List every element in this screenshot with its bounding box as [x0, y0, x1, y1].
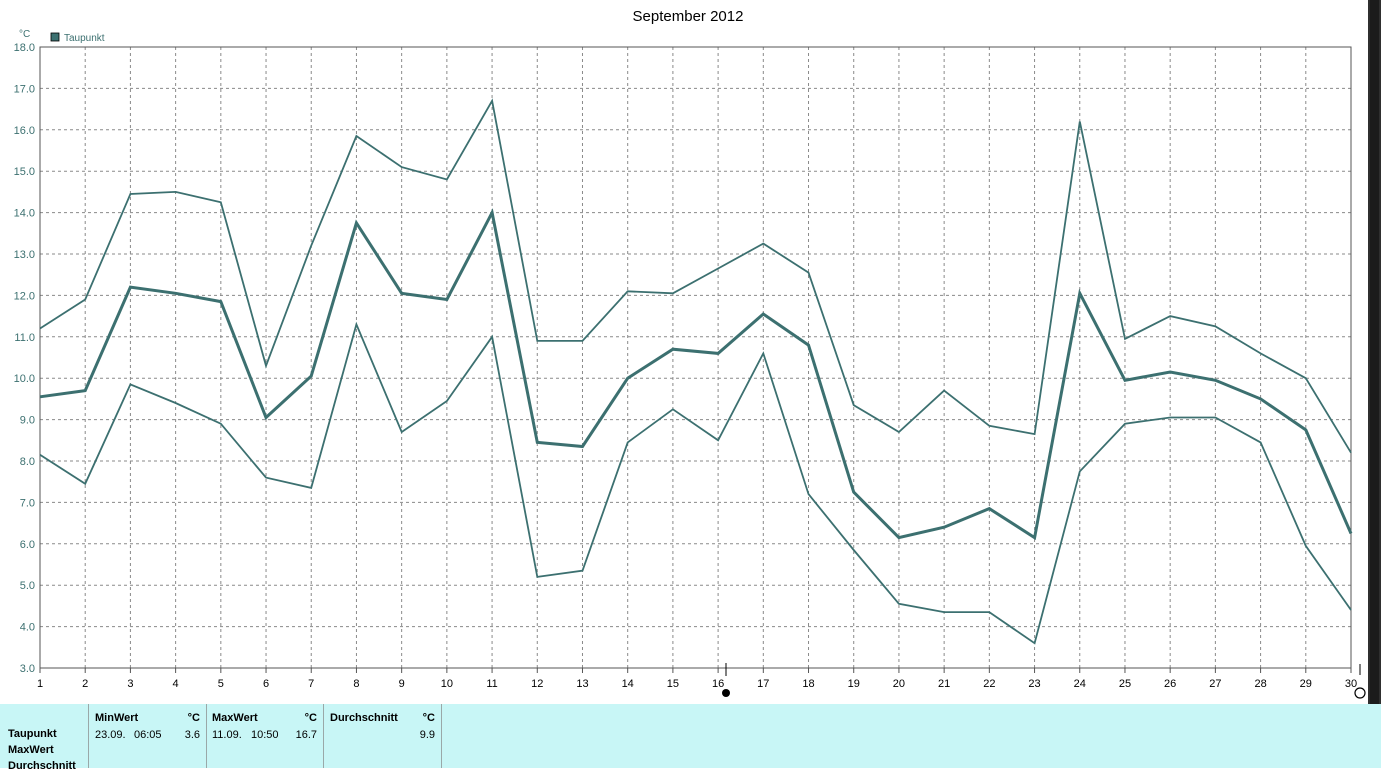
y-tick-label: 10.0: [14, 373, 35, 385]
y-tick-label: 12.0: [14, 290, 35, 302]
x-tick-label: 8: [353, 678, 359, 690]
x-tick-label: 20: [893, 678, 905, 690]
x-tick-label: 13: [576, 678, 588, 690]
left-marker-handle[interactable]: [722, 689, 730, 697]
y-tick-label: 18.0: [14, 42, 35, 54]
y-tick-label: 8.0: [20, 456, 35, 468]
x-tick-label: 6: [263, 678, 269, 690]
y-tick-label: 17.0: [14, 83, 35, 95]
min-date: 23.09.: [95, 729, 126, 741]
x-tick-label: 7: [308, 678, 314, 690]
row-label-maxwert: MaxWert: [8, 744, 54, 756]
statistics-table: Taupunkt MaxWert Durchschnitt MinWert °C…: [0, 704, 1381, 772]
y-tick-label: 7.0: [20, 497, 35, 509]
x-tick-label: 18: [802, 678, 814, 690]
series-line-min: [39, 321, 1352, 645]
avg-column: Durchschnitt °C 9.9: [324, 704, 442, 768]
x-tick-label: 9: [399, 678, 405, 690]
scroll-markers[interactable]: [722, 663, 1366, 699]
x-tick-label: 17: [757, 678, 769, 690]
min-unit: °C: [187, 712, 200, 724]
x-tick-label: 29: [1300, 678, 1312, 690]
x-tick-label: 1: [37, 678, 43, 690]
y-tick-labels: 3.0 4.0 5.0 6.0 7.0 8.0 9.0 10.0 11.0 12.0 13.0 14.…: [14, 42, 35, 675]
dewpoint-chart: September 2012 °C Taupunkt 3.0 4.0 5.0 6.0 7…: [14, 8, 1366, 699]
max-column: MaxWert °C 11.09. 10:50 16.7: [206, 704, 324, 768]
legend-swatch: [50, 32, 60, 42]
x-tick-label: 19: [848, 678, 860, 690]
y-tick-label: 15.0: [14, 166, 35, 178]
y-tick-label: 6.0: [20, 539, 35, 551]
avg-value: 9.9: [419, 729, 435, 741]
y-axis-unit: °C: [19, 29, 30, 40]
avg-unit: °C: [422, 712, 435, 724]
x-tick-label: 28: [1254, 678, 1266, 690]
max-header: MaxWert: [212, 712, 258, 724]
max-date: 11.09.: [212, 729, 242, 741]
legend-label: Taupunkt: [64, 33, 105, 44]
x-tick-label: 21: [938, 678, 950, 690]
x-tick-label: 14: [622, 678, 634, 690]
x-tick-label: 10: [441, 678, 453, 690]
row-label-durchschnitt: Durchschnitt: [8, 760, 76, 772]
x-tick-label: 12: [531, 678, 543, 690]
min-header: MinWert: [95, 712, 139, 724]
x-tick-label: 30: [1345, 678, 1357, 690]
x-tick-label: 11: [486, 678, 497, 690]
y-tick-label: 11.0: [14, 332, 35, 344]
avg-header: Durchschnitt: [330, 712, 398, 724]
y-tick-label: 14.0: [14, 208, 35, 220]
x-tick-label: 27: [1209, 678, 1221, 690]
x-tick-label: 26: [1164, 678, 1176, 690]
min-value: 3.6: [184, 729, 200, 741]
min-column: MinWert °C 23.09. 06:05 3.6: [88, 704, 207, 768]
row-label-taupunkt: Taupunkt: [8, 728, 57, 740]
y-tick-label: 16.0: [14, 125, 35, 137]
x-tick-labels: 1 2 3 4 5 6 7 8 9 10 11 12 13 14 15 16 17 18 19 20 21 22 23 24 2…: [37, 668, 1357, 690]
grid: [40, 47, 1351, 668]
x-tick-label: 23: [1028, 678, 1040, 690]
x-tick-label: 16: [712, 678, 724, 690]
max-value: 16.7: [295, 729, 317, 741]
x-tick-label: 4: [173, 678, 179, 690]
y-tick-label: 5.0: [20, 580, 35, 592]
x-tick-label: 5: [218, 678, 224, 690]
y-tick-label: 9.0: [20, 415, 35, 427]
x-tick-label: 15: [667, 678, 679, 690]
x-tick-label: 2: [82, 678, 88, 690]
right-window-edge: [1368, 0, 1381, 704]
x-tick-label: 3: [127, 678, 133, 690]
x-tick-label: 22: [983, 678, 995, 690]
y-tick-label: 4.0: [20, 622, 35, 634]
min-time: 06:05: [134, 729, 162, 741]
chart-title: September 2012: [633, 8, 744, 25]
y-tick-label: 13.0: [14, 249, 35, 261]
max-time: 10:50: [251, 729, 279, 741]
series-line-max: [39, 98, 1352, 454]
right-marker-handle[interactable]: [1354, 687, 1366, 699]
plot-frame: [39, 46, 1352, 669]
x-tick-label: 24: [1074, 678, 1086, 690]
y-tick-label: 3.0: [20, 663, 35, 675]
x-tick-label: 25: [1119, 678, 1131, 690]
series-lines: [39, 98, 1353, 645]
series-line-mean: [39, 208, 1353, 541]
max-unit: °C: [304, 712, 317, 724]
